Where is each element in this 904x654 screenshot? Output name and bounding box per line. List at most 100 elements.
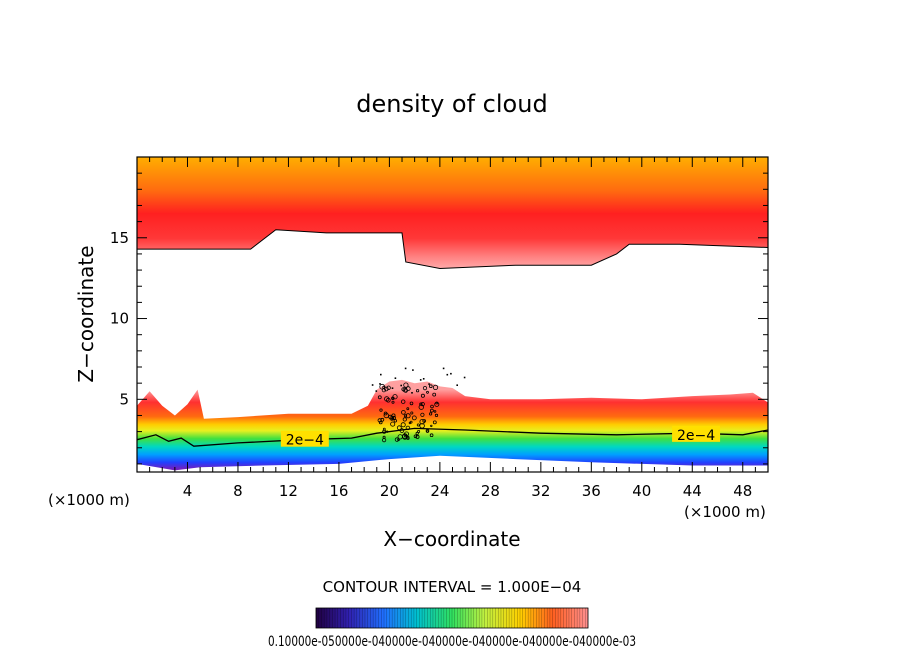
convective-speckle-cluster <box>371 367 466 443</box>
speckle-mark <box>402 434 408 440</box>
speckle-mark <box>379 383 381 385</box>
speckle-mark <box>390 421 396 427</box>
speckle-mark <box>420 412 425 417</box>
x-tick-label: 8 <box>233 482 243 500</box>
speckle-mark <box>432 384 439 390</box>
contour-line-2e-4 <box>137 427 768 447</box>
speckle-mark <box>435 401 439 405</box>
speckle-mark <box>408 421 412 425</box>
speckle-mark <box>420 401 425 407</box>
speckle-mark <box>377 418 382 423</box>
speckle-mark <box>394 377 397 379</box>
speckle-mark <box>430 404 434 409</box>
speckle-mark <box>384 396 390 402</box>
speckle-mark <box>403 414 408 418</box>
speckle-mark <box>401 410 406 415</box>
speckle-mark <box>456 384 458 386</box>
speckle-mark <box>432 420 437 425</box>
speckle-mark <box>411 415 417 421</box>
speckle-mark <box>410 411 414 415</box>
speckle-mark <box>401 399 406 404</box>
speckle-mark <box>383 386 389 392</box>
speckle-mark <box>393 419 397 423</box>
speckle-mark <box>382 427 386 431</box>
speckle-mark <box>396 425 402 431</box>
speckle-mark <box>428 383 430 385</box>
x-tick-label: 32 <box>531 482 550 500</box>
speckle-mark <box>391 396 395 400</box>
speckle-mark <box>403 431 409 437</box>
speckle-mark <box>371 384 374 386</box>
speckle-mark <box>379 408 383 412</box>
x-tick-label: 24 <box>430 482 449 500</box>
y-tick-label: 10 <box>110 310 129 328</box>
speckle-mark <box>415 431 419 435</box>
speckle-mark <box>425 429 430 433</box>
speckle-mark <box>419 402 423 406</box>
x-tick-label: 48 <box>733 482 752 500</box>
contour-label: 2e−4 <box>677 428 715 444</box>
speckle-mark <box>405 435 410 440</box>
speckle-mark <box>386 385 391 390</box>
speckle-mark <box>429 408 434 413</box>
speckle-mark <box>386 430 389 433</box>
speckle-mark <box>415 434 420 439</box>
x-unit-left: (×1000 m) <box>48 491 130 509</box>
speckle-mark <box>433 410 437 413</box>
speckle-mark <box>422 385 428 391</box>
speckle-mark <box>411 392 413 394</box>
speckle-mark <box>450 372 452 375</box>
contour-label-bg <box>672 425 721 442</box>
speckle-mark <box>397 438 400 442</box>
speckle-mark <box>442 367 445 370</box>
colorbar-label: 0.10000e-050000e-040000e-040000e-040000e… <box>268 634 636 650</box>
speckle-mark <box>420 393 425 398</box>
speckle-mark <box>428 384 433 389</box>
speckle-mark <box>428 412 433 416</box>
speckle-mark <box>415 389 420 393</box>
speckle-mark <box>400 384 402 387</box>
contour-interval-label: CONTOUR INTERVAL = 1.000E−04 <box>323 578 582 596</box>
chart-title: density of cloud <box>356 90 547 118</box>
lower-cloud-layer <box>137 379 768 471</box>
speckle-mark <box>380 417 385 422</box>
contour-label-bg <box>280 430 329 447</box>
speckle-mark <box>385 397 391 403</box>
x-axis: 4 8 12 16 20 24 28 32 36 40 44 48 <box>136 157 769 500</box>
x-tick-label: 20 <box>380 482 399 500</box>
speckle-mark <box>419 419 425 425</box>
speckle-mark <box>406 407 410 411</box>
speckle-mark <box>409 401 414 406</box>
speckle-mark <box>383 412 389 419</box>
speckle-mark <box>430 424 433 428</box>
contour-label: 2e−4 <box>286 433 324 449</box>
speckle-mark <box>390 417 394 420</box>
x-axis-label: X−coordinate <box>383 527 520 551</box>
speckle-mark <box>419 379 422 381</box>
speckle-mark <box>403 382 409 388</box>
speckle-mark <box>405 425 411 431</box>
y-tick-label: 15 <box>110 229 129 247</box>
speckle-mark <box>417 429 421 433</box>
speckle-mark <box>412 369 414 371</box>
speckle-mark <box>426 390 429 394</box>
speckle-mark <box>434 413 439 417</box>
speckle-mark <box>416 423 420 427</box>
x-tick-label: 36 <box>582 482 601 500</box>
y-tick-label: 5 <box>119 390 129 408</box>
upper-cloud-base-contour <box>137 229 768 270</box>
speckle-mark <box>413 434 418 439</box>
x-tick-label: 40 <box>632 482 651 500</box>
speckle-mark <box>383 411 388 416</box>
speckle-mark <box>377 395 382 400</box>
speckle-mark <box>429 433 434 438</box>
speckle-mark <box>391 400 395 404</box>
speckle-mark <box>401 387 406 392</box>
speckle-mark <box>422 378 425 380</box>
speckle-mark <box>405 413 411 419</box>
speckle-mark <box>389 416 395 421</box>
colorbar-stripes <box>315 608 589 628</box>
x-tick-label: 16 <box>329 482 348 500</box>
speckle-mark <box>399 428 405 433</box>
